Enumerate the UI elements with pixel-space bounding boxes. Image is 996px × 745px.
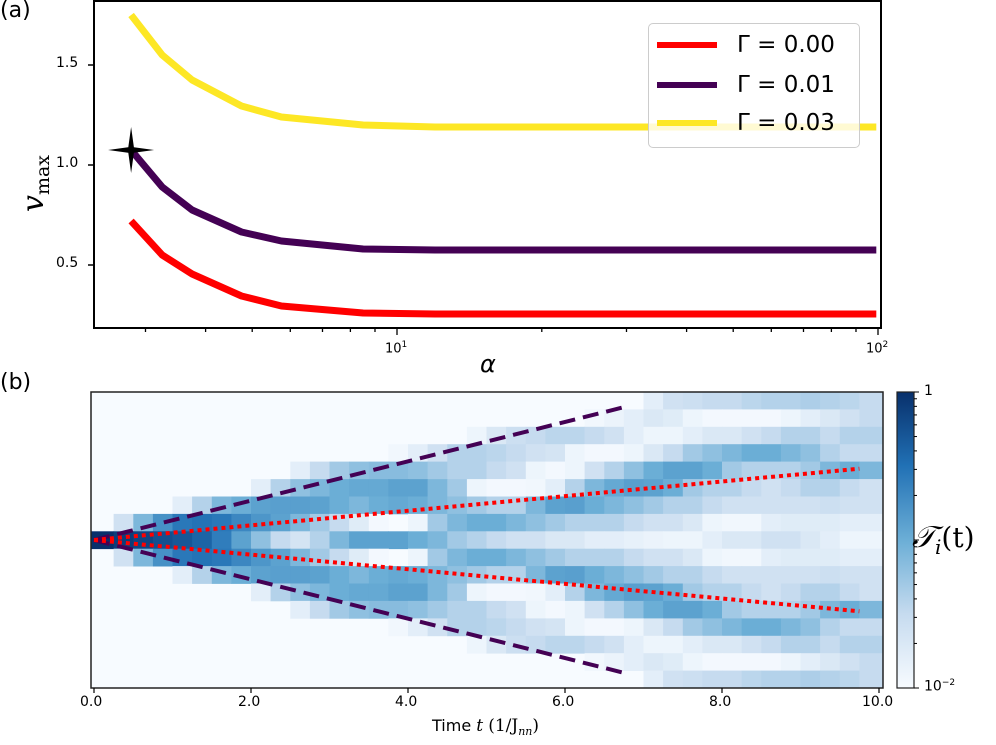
- x-ticks-b: [93, 688, 880, 693]
- axes-frame-b: [90, 391, 884, 689]
- xtick-label-6: 6.0: [552, 694, 575, 710]
- light-cone-lines: [93, 405, 860, 675]
- colorbar-ticks: [914, 391, 919, 689]
- dotted-light-cone: [93, 538, 860, 614]
- line-series-group: [128, 12, 877, 318]
- xtick-label-10-2: 102: [866, 340, 889, 357]
- colorbar-min-label: 10−2: [924, 678, 956, 695]
- legend-swatch-red: [657, 42, 717, 48]
- xtick-label-2: 2.0: [238, 694, 261, 710]
- ytick-label-0-5: 0.5: [56, 255, 79, 271]
- legend-swatch-purple: [657, 82, 717, 88]
- legend-item-gamma-0-01: Γ = 0.01: [657, 70, 835, 100]
- x-ticks-a: [144, 328, 879, 335]
- legend-item-gamma-0-03: Γ = 0.03: [657, 108, 835, 138]
- star-marker-icon: [108, 127, 155, 173]
- line-series: [128, 218, 877, 318]
- line-series: [128, 12, 877, 131]
- xtick-label-10: 10.0: [862, 694, 894, 710]
- dotted-light-cone: [93, 466, 860, 542]
- ytick-label-1-5: 1.5: [56, 55, 79, 71]
- legend: Γ = 0.00 Γ = 0.01 Γ = 0.03: [648, 23, 860, 148]
- y-ticks-a: [88, 64, 94, 266]
- colorbar-title: 𝒯i(t): [912, 520, 975, 559]
- xtick-label-10-1: 101: [385, 340, 408, 357]
- xtick-label-4: 4.0: [395, 694, 418, 710]
- legend-swatch-yellow: [657, 120, 717, 126]
- legend-item-gamma-0-00: Γ = 0.00: [657, 30, 835, 60]
- panel-b-label: (b): [0, 370, 32, 395]
- x-axis-label-b: Time t (1/Jnn): [432, 716, 539, 738]
- x-axis-label-a: α: [480, 350, 496, 378]
- xtick-label-0: 0.0: [80, 694, 103, 710]
- heatmap-cells: [91, 392, 884, 689]
- xtick-label-8: 8.0: [709, 694, 732, 710]
- colorbar-max-label: 1: [924, 383, 933, 399]
- ytick-label-1-0: 1.0: [56, 155, 79, 171]
- dashed-light-cone: [93, 538, 625, 675]
- dashed-light-cone: [93, 405, 625, 542]
- line-series: [128, 147, 877, 254]
- panel-a-label: (a): [0, 0, 31, 23]
